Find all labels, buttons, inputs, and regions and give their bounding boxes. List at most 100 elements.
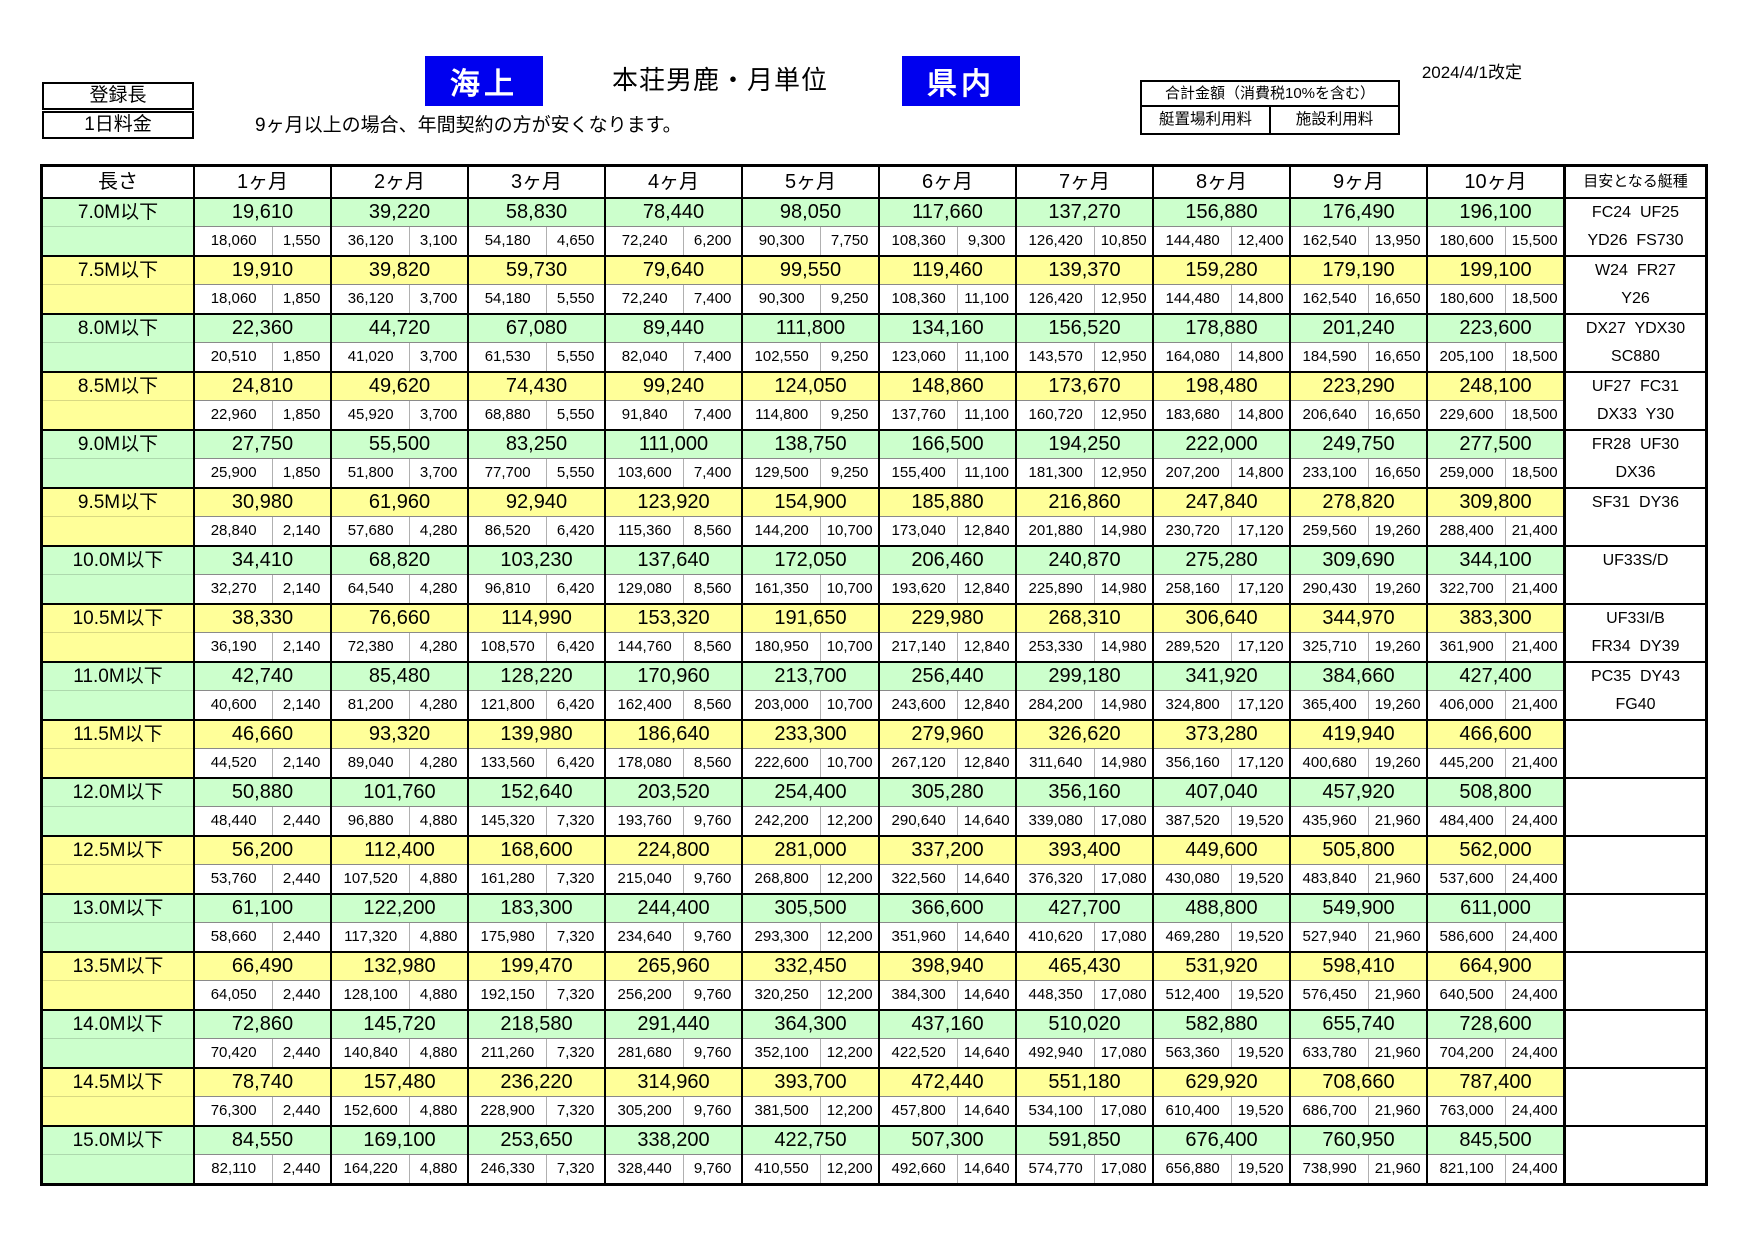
monthly-total-cell: 393,700 <box>743 1069 878 1097</box>
fee-breakdown-row: 320,250 12,200 <box>743 981 878 1009</box>
month-cell: 156,880 144,480 12,400 <box>1152 199 1289 255</box>
facility-fee-cell: 11,100 <box>964 290 1010 307</box>
facility-fee-cell: 7,320 <box>556 870 595 887</box>
month-cell: 236,220 228,900 7,320 <box>467 1069 604 1125</box>
fee-breakdown-row: 293,300 12,200 <box>743 923 878 951</box>
length-row-group: 10.0M以下 34,410 32,270 2,140 68,820 64,540 4,28… <box>43 545 1705 603</box>
table-header-row: 長さ 1ヶ月 2ヶ月 3ヶ月 4ヶ月 5ヶ月 6ヶ月 7ヶ月 8ヶ月 9ヶ月 10ヶ月 目安となる艇… <box>43 167 1705 197</box>
monthly-total-cell: 427,700 <box>1017 895 1152 923</box>
facility-fee-cell: 6,420 <box>556 638 595 655</box>
monthly-total-cell: 186,640 <box>606 721 741 749</box>
facility-fee-cell: 19,260 <box>1374 580 1421 597</box>
mooring-fee-cell: 228,900 <box>469 1097 548 1125</box>
monthly-total-cell: 364,300 <box>743 1011 878 1039</box>
length-cell: 15.0M以下 <box>43 1127 193 1183</box>
mooring-fee-cell: 18,060 <box>195 227 274 255</box>
fee-breakdown-row: 143,570 12,950 <box>1017 343 1152 371</box>
fee-breakdown-row: 365,400 19,260 <box>1291 691 1426 719</box>
mooring-fee-cell: 206,640 <box>1291 401 1370 429</box>
monthly-total-cell: 213,700 <box>743 663 878 691</box>
facility-fee-cell: 18,500 <box>1511 290 1558 307</box>
boat-type-line <box>1566 1127 1705 1155</box>
monthly-total-cell: 153,320 <box>606 605 741 633</box>
fee-breakdown-row: 484,400 24,400 <box>1428 807 1563 835</box>
mooring-fee-cell: 152,600 <box>332 1097 411 1125</box>
monthly-total-cell: 38,330 <box>195 605 330 633</box>
mooring-fee-cell: 144,480 <box>1154 285 1233 313</box>
monthly-total-cell: 531,920 <box>1154 953 1289 981</box>
mooring-fee-cell: 430,080 <box>1154 865 1233 893</box>
boat-type-cell: UF27 FC31 DX33 Y30 <box>1563 373 1705 429</box>
facility-fee-cell: 1,850 <box>282 348 321 365</box>
facility-fee-cell: 3,700 <box>419 406 458 423</box>
facility-fee-cell: 12,840 <box>963 580 1010 597</box>
facility-fee-cell: 12,400 <box>1237 232 1284 249</box>
monthly-total-cell: 598,410 <box>1291 953 1426 981</box>
boat-type-cell <box>1563 895 1705 951</box>
month-cell: 611,000 586,600 24,400 <box>1426 895 1563 951</box>
mooring-fee-cell: 180,600 <box>1428 227 1507 255</box>
mooring-fee-cell: 259,560 <box>1291 517 1370 545</box>
facility-fee-cell: 24,400 <box>1511 1160 1558 1177</box>
mooring-fee-cell: 117,320 <box>332 923 411 951</box>
facility-fee-cell: 12,200 <box>826 928 873 945</box>
monthly-total-cell: 137,270 <box>1017 199 1152 227</box>
length-row-group: 8.0M以下 22,360 20,510 1,850 44,720 41,020 3,700… <box>43 313 1705 371</box>
monthly-total-cell: 224,800 <box>606 837 741 865</box>
facility-fee-cell: 1,850 <box>282 406 321 423</box>
length-cell: 9.0M以下 <box>43 431 193 487</box>
month-cell: 128,220 121,800 6,420 <box>467 663 604 719</box>
mooring-fee-cell: 527,940 <box>1291 923 1370 951</box>
facility-fee-cell: 9,760 <box>693 870 732 887</box>
boat-type-cell: FR28 UF30 DX36 <box>1563 431 1705 487</box>
fee-breakdown-row: 242,200 12,200 <box>743 807 878 835</box>
mooring-fee-cell: 161,350 <box>743 575 822 603</box>
monthly-total-cell: 39,820 <box>332 257 467 285</box>
mooring-fee-cell: 36,120 <box>332 227 411 255</box>
length-row-group: 9.5M以下 30,980 28,840 2,140 61,960 57,680 4,280… <box>43 487 1705 545</box>
monthly-total-cell: 156,880 <box>1154 199 1289 227</box>
month-cell: 132,980 128,100 4,880 <box>330 953 467 1009</box>
facility-fee-cell: 14,980 <box>1100 580 1147 597</box>
boat-type-line: DX36 <box>1615 464 1656 481</box>
month-column-header: 3ヶ月 <box>467 167 604 197</box>
mooring-fee-cell: 162,540 <box>1291 285 1370 313</box>
boat-type-cell: UF33S/D <box>1563 547 1705 603</box>
facility-fee-cell: 4,280 <box>419 522 458 539</box>
fee-breakdown-row: 164,080 14,800 <box>1154 343 1289 371</box>
month-cell: 42,740 40,600 2,140 <box>193 663 330 719</box>
mooring-fee-cell: 656,880 <box>1154 1155 1233 1183</box>
month-cell: 206,460 193,620 12,840 <box>878 547 1015 603</box>
facility-fee-cell: 1,550 <box>282 232 321 249</box>
fee-breakdown-row: 351,960 14,640 <box>880 923 1015 951</box>
fee-breakdown-row: 193,760 9,760 <box>606 807 741 835</box>
fee-breakdown-row: 18,060 1,850 <box>195 285 330 313</box>
length-label: 10.5M以下 <box>43 605 193 633</box>
mooring-fee-cell: 173,040 <box>880 517 959 545</box>
month-cell: 240,870 225,890 14,980 <box>1015 547 1152 603</box>
mooring-fee-cell: 164,220 <box>332 1155 411 1183</box>
facility-fee-cell: 2,440 <box>282 1102 321 1119</box>
mooring-fee-cell: 102,550 <box>743 343 822 371</box>
monthly-total-cell: 93,320 <box>332 721 467 749</box>
fee-breakdown-row: 763,000 24,400 <box>1428 1097 1563 1125</box>
fee-breakdown-row: 129,080 8,560 <box>606 575 741 603</box>
mooring-fee-cell: 143,570 <box>1017 343 1096 371</box>
monthly-total-cell: 176,490 <box>1291 199 1426 227</box>
mooring-fee-cell: 81,200 <box>332 691 411 719</box>
facility-fee-cell: 9,760 <box>693 986 732 1003</box>
facility-fee-cell: 18,500 <box>1511 348 1558 365</box>
boat-type-line <box>1566 807 1705 835</box>
facility-fee-cell: 17,120 <box>1237 696 1284 713</box>
monthly-total-cell: 466,600 <box>1428 721 1563 749</box>
fee-breakdown-row: 246,330 7,320 <box>469 1155 604 1183</box>
facility-fee-cell: 17,120 <box>1237 522 1284 539</box>
mooring-fee-cell: 328,440 <box>606 1155 685 1183</box>
mooring-fee-cell: 192,150 <box>469 981 548 1009</box>
length-row-group: 14.5M以下 78,740 76,300 2,440 157,480 152,600 4,… <box>43 1067 1705 1125</box>
mooring-fee-cell: 563,360 <box>1154 1039 1233 1067</box>
fee-breakdown-row: 534,100 17,080 <box>1017 1097 1152 1125</box>
monthly-total-cell: 39,220 <box>332 199 467 227</box>
monthly-total-cell: 206,460 <box>880 547 1015 575</box>
month-cell: 123,920 115,360 8,560 <box>604 489 741 545</box>
